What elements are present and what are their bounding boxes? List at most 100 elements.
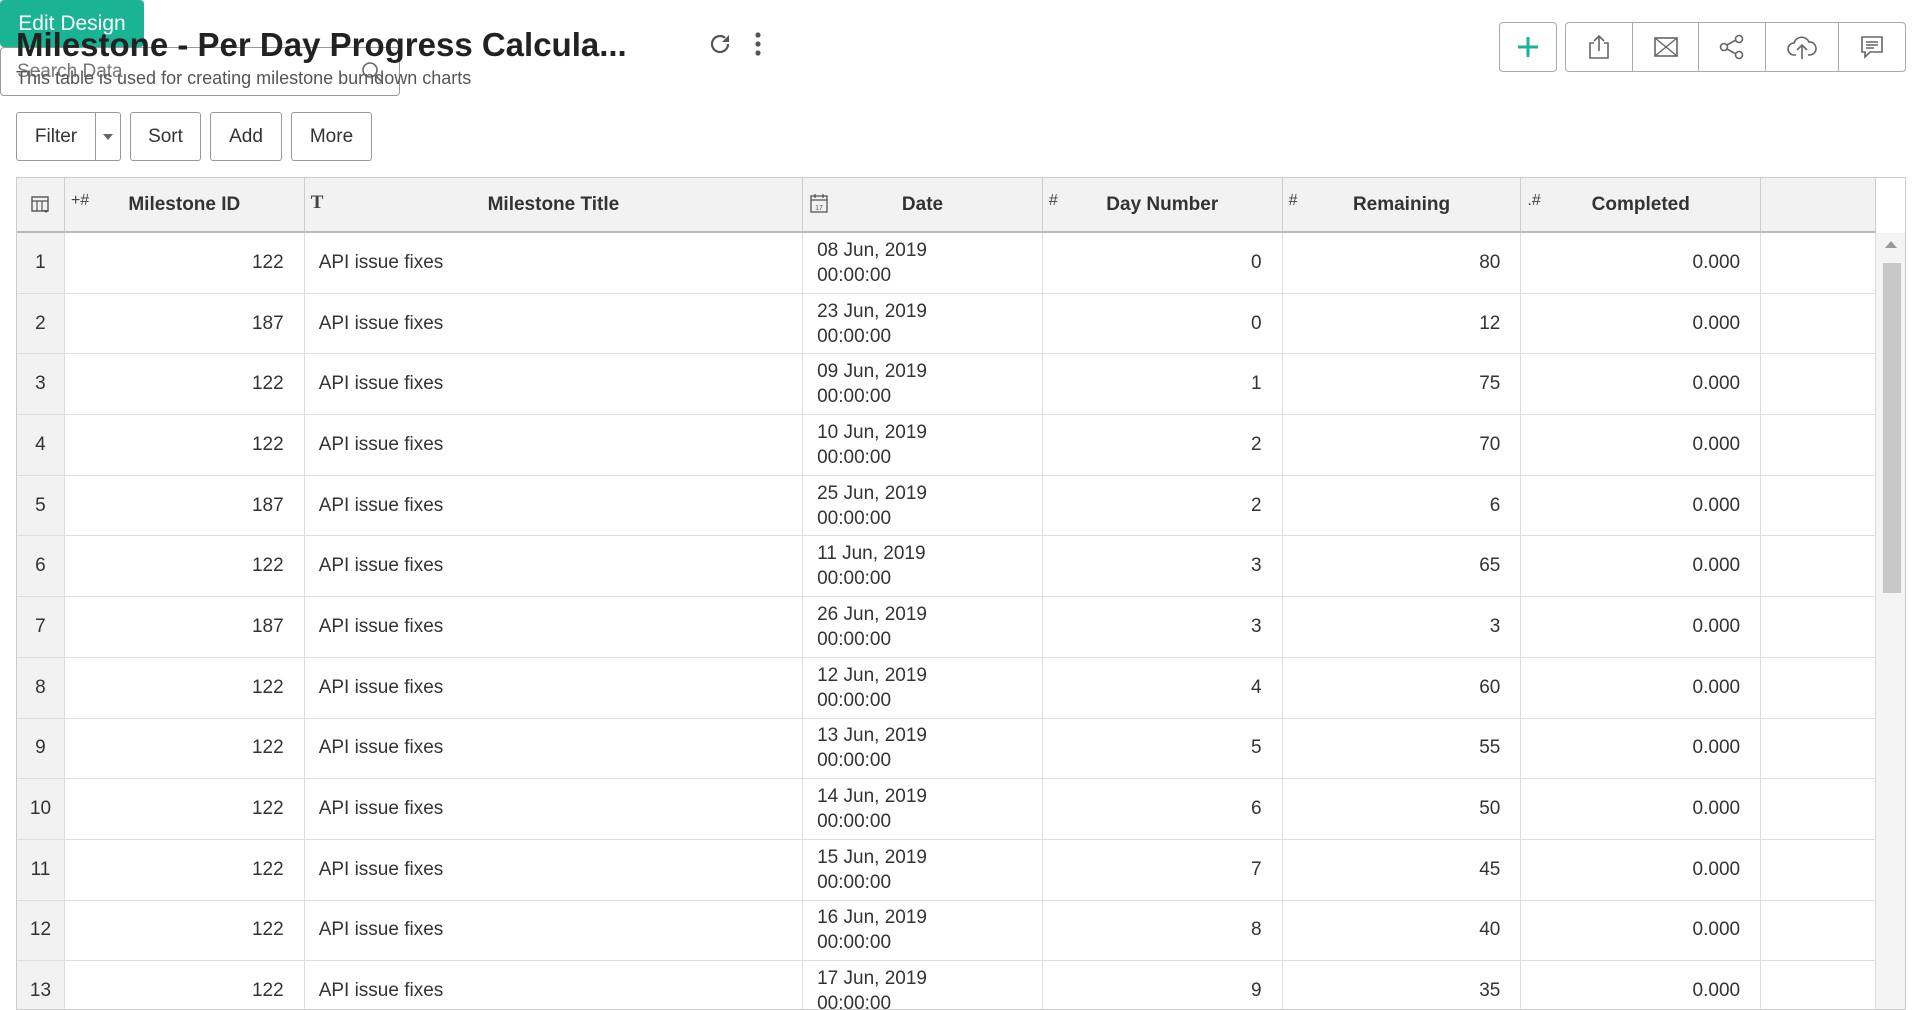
column-header-date[interactable]: 17 Date (803, 178, 1043, 231)
date-cell[interactable]: 23 Jun, 2019 00:00:00 (803, 293, 1043, 354)
remaining-cell[interactable]: 40 (1283, 900, 1522, 961)
add-button[interactable]: Add (210, 112, 282, 161)
row-number[interactable]: 3 (17, 354, 65, 415)
day-number-cell[interactable]: 2 (1043, 475, 1283, 536)
remaining-cell[interactable]: 6 (1283, 475, 1522, 536)
date-cell[interactable]: 13 Jun, 2019 00:00:00 (803, 718, 1043, 779)
milestone-title-cell[interactable]: API issue fixes (305, 839, 804, 900)
completed-cell[interactable]: 0.000 (1521, 657, 1762, 718)
column-header-milestone-title[interactable]: T Milestone Title (305, 178, 804, 231)
scroll-up-icon[interactable] (1885, 241, 1897, 248)
day-number-cell[interactable]: 5 (1043, 718, 1283, 779)
completed-cell[interactable]: 0.000 (1521, 779, 1762, 839)
day-number-cell[interactable]: 6 (1043, 779, 1283, 839)
add-icon[interactable] (1499, 22, 1557, 72)
milestone-id-cell[interactable]: 122 (65, 900, 305, 961)
table-row[interactable]: 9 122 API issue fixes 13 Jun, 2019 00:00:00 5… (17, 718, 1876, 780)
completed-cell[interactable]: 0.000 (1521, 597, 1762, 657)
table-row[interactable]: 11 122 API issue fixes 15 Jun, 2019 00:00:00… (17, 839, 1876, 901)
remaining-cell[interactable]: 55 (1283, 718, 1522, 779)
remaining-cell[interactable]: 60 (1283, 657, 1522, 718)
day-number-cell[interactable]: 9 (1043, 961, 1283, 1009)
day-number-cell[interactable]: 3 (1043, 536, 1283, 597)
filter-dropdown-button[interactable] (95, 112, 121, 161)
completed-cell[interactable]: 0.000 (1521, 475, 1762, 536)
milestone-id-cell[interactable]: 187 (65, 293, 305, 354)
vertical-scrollbar[interactable] (1876, 233, 1905, 1009)
milestone-id-cell[interactable]: 122 (65, 415, 305, 475)
date-cell[interactable]: 16 Jun, 2019 00:00:00 (803, 900, 1043, 961)
date-cell[interactable]: 12 Jun, 2019 00:00:00 (803, 657, 1043, 718)
completed-cell[interactable]: 0.000 (1521, 233, 1762, 293)
table-row[interactable]: 1 122 API issue fixes 08 Jun, 2019 00:00:00 0… (17, 233, 1876, 294)
date-cell[interactable]: 11 Jun, 2019 00:00:00 (803, 536, 1043, 597)
milestone-title-cell[interactable]: API issue fixes (305, 718, 804, 779)
row-number[interactable]: 5 (17, 475, 65, 536)
row-number[interactable]: 12 (17, 900, 65, 961)
milestone-title-cell[interactable]: API issue fixes (305, 961, 804, 1009)
milestone-title-cell[interactable]: API issue fixes (305, 475, 804, 536)
edit-design-button[interactable]: Edit Design (0, 0, 144, 47)
day-number-cell[interactable]: 3 (1043, 597, 1283, 657)
completed-cell[interactable]: 0.000 (1521, 961, 1762, 1009)
row-number[interactable]: 9 (17, 718, 65, 779)
remaining-cell[interactable]: 50 (1283, 779, 1522, 839)
milestone-title-cell[interactable]: API issue fixes (305, 354, 804, 415)
milestone-title-cell[interactable]: API issue fixes (305, 900, 804, 961)
day-number-cell[interactable]: 0 (1043, 293, 1283, 354)
day-number-cell[interactable]: 1 (1043, 354, 1283, 415)
remaining-cell[interactable]: 45 (1283, 839, 1522, 900)
scrollbar-thumb[interactable] (1883, 263, 1901, 593)
share-icon[interactable] (1698, 22, 1766, 72)
table-row[interactable]: 4 122 API issue fixes 10 Jun, 2019 00:00:00 2… (17, 415, 1876, 476)
milestone-title-cell[interactable]: API issue fixes (305, 597, 804, 657)
milestone-id-cell[interactable]: 122 (65, 961, 305, 1009)
column-header-day-number[interactable]: # Day Number (1043, 178, 1283, 231)
table-row[interactable]: 13 122 API issue fixes 17 Jun, 2019 00:00:00… (17, 961, 1876, 1009)
table-row[interactable]: 7 187 API issue fixes 26 Jun, 2019 00:00:00 3… (17, 597, 1876, 658)
date-cell[interactable]: 14 Jun, 2019 00:00:00 (803, 779, 1043, 839)
milestone-title-cell[interactable]: API issue fixes (305, 293, 804, 354)
milestone-id-cell[interactable]: 122 (65, 657, 305, 718)
column-header-remaining[interactable]: # Remaining (1283, 178, 1522, 231)
milestone-id-cell[interactable]: 187 (65, 597, 305, 657)
milestone-title-cell[interactable]: API issue fixes (305, 415, 804, 475)
completed-cell[interactable]: 0.000 (1521, 293, 1762, 354)
row-number[interactable]: 7 (17, 597, 65, 657)
remaining-cell[interactable]: 35 (1283, 961, 1522, 1009)
milestone-id-cell[interactable]: 122 (65, 839, 305, 900)
remaining-cell[interactable]: 12 (1283, 293, 1522, 354)
table-row[interactable]: 8 122 API issue fixes 12 Jun, 2019 00:00:00 4… (17, 657, 1876, 719)
milestone-id-cell[interactable]: 122 (65, 354, 305, 415)
date-cell[interactable]: 26 Jun, 2019 00:00:00 (803, 597, 1043, 657)
row-number[interactable]: 11 (17, 839, 65, 900)
remaining-cell[interactable]: 65 (1283, 536, 1522, 597)
refresh-icon[interactable] (704, 28, 736, 60)
date-cell[interactable]: 10 Jun, 2019 00:00:00 (803, 415, 1043, 475)
cloud-upload-icon[interactable] (1765, 22, 1839, 72)
completed-cell[interactable]: 0.000 (1521, 536, 1762, 597)
date-cell[interactable]: 15 Jun, 2019 00:00:00 (803, 839, 1043, 900)
remaining-cell[interactable]: 75 (1283, 354, 1522, 415)
remaining-cell[interactable]: 80 (1283, 233, 1522, 293)
completed-cell[interactable]: 0.000 (1521, 718, 1762, 779)
email-icon[interactable] (1632, 22, 1699, 72)
day-number-cell[interactable]: 7 (1043, 839, 1283, 900)
row-number[interactable]: 8 (17, 657, 65, 718)
day-number-cell[interactable]: 8 (1043, 900, 1283, 961)
completed-cell[interactable]: 0.000 (1521, 354, 1762, 415)
completed-cell[interactable]: 0.000 (1521, 415, 1762, 475)
search-box[interactable] (0, 47, 400, 96)
remaining-cell[interactable]: 3 (1283, 597, 1522, 657)
row-number[interactable]: 2 (17, 293, 65, 354)
search-icon[interactable] (361, 61, 383, 83)
remaining-cell[interactable]: 70 (1283, 415, 1522, 475)
milestone-title-cell[interactable]: API issue fixes (305, 233, 804, 293)
column-header-completed[interactable]: .# Completed (1521, 178, 1762, 231)
table-row[interactable]: 2 187 API issue fixes 23 Jun, 2019 00:00:00 0… (17, 293, 1876, 355)
milestone-id-cell[interactable]: 122 (65, 233, 305, 293)
table-row[interactable]: 3 122 API issue fixes 09 Jun, 2019 00:00:00 1… (17, 354, 1876, 416)
table-row[interactable]: 12 122 API issue fixes 16 Jun, 2019 00:00:00… (17, 900, 1876, 962)
row-number[interactable]: 6 (17, 536, 65, 597)
day-number-cell[interactable]: 4 (1043, 657, 1283, 718)
